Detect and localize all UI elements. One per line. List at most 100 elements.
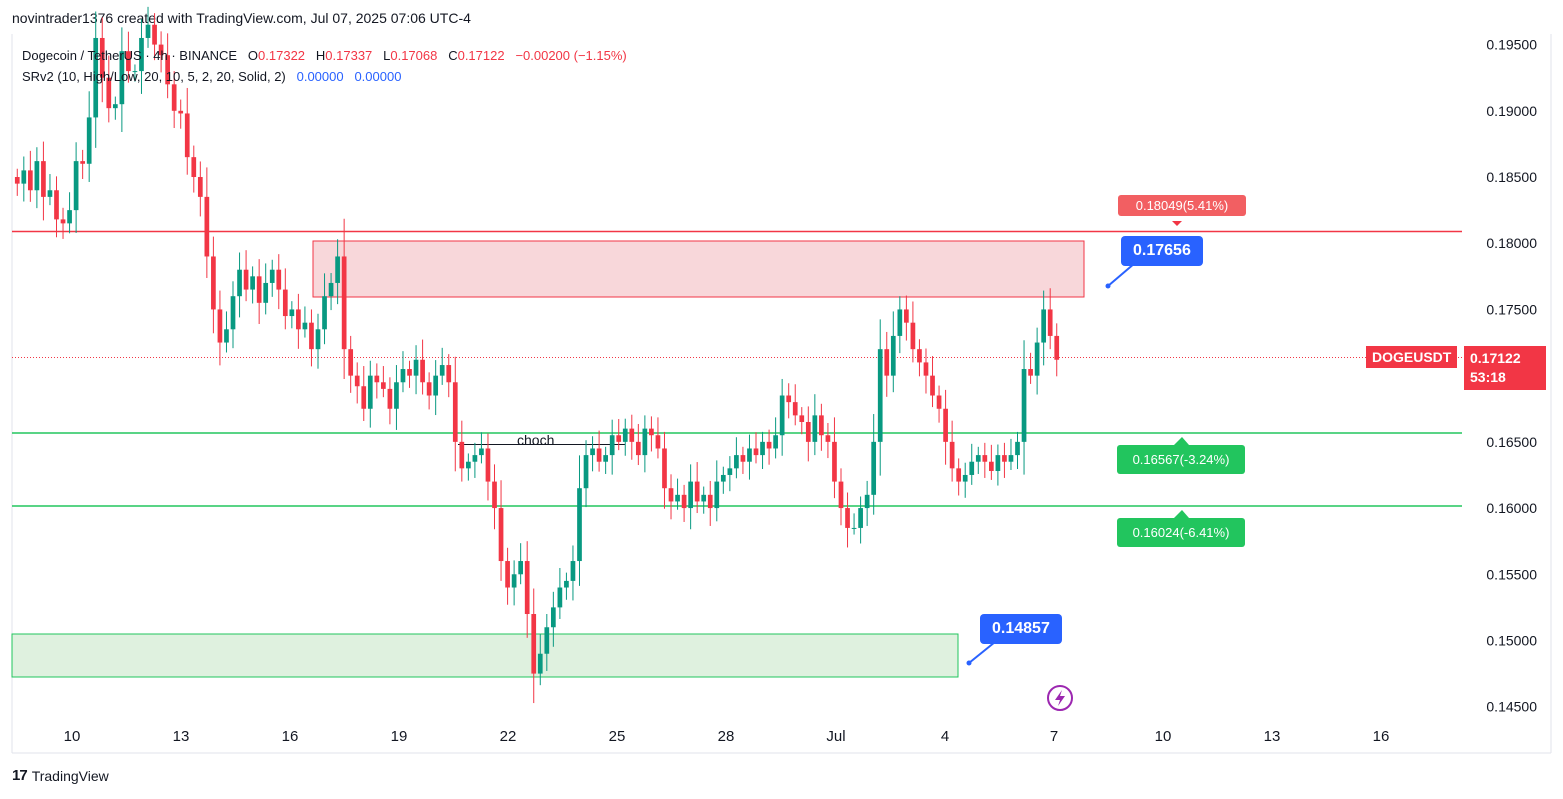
support-1-label: 0.16567(-3.24%) — [1117, 445, 1245, 474]
candle-up — [570, 561, 576, 581]
candle-up — [688, 481, 693, 509]
candle-up — [969, 461, 975, 475]
candle-up — [642, 428, 648, 456]
price-tick-label: 0.19500 — [1486, 37, 1537, 53]
candle-up — [413, 359, 419, 376]
candle-up — [335, 256, 340, 283]
legend-close: 0.17122 — [457, 48, 505, 63]
candle-down — [655, 435, 661, 449]
time-tick-label: 22 — [500, 728, 517, 745]
candle-up — [230, 296, 236, 330]
legend-high: 0.17337 — [325, 48, 373, 63]
candle-up — [47, 190, 53, 197]
price-tick-label: 0.15000 — [1486, 632, 1537, 648]
time-tick-label: 16 — [282, 728, 299, 745]
callout-top[interactable]: 0.17656 — [1121, 236, 1203, 266]
candle-up — [622, 428, 628, 442]
candle-down — [54, 190, 59, 220]
candle-up — [132, 71, 138, 73]
candle-down — [354, 375, 360, 387]
candle-down — [197, 177, 203, 197]
time-tick-label: Jul — [826, 728, 845, 745]
candle-down — [753, 448, 759, 456]
candle-up — [727, 468, 733, 475]
candle-up — [544, 627, 550, 654]
candle-down — [211, 256, 216, 310]
candle-up — [897, 309, 903, 336]
flash-icon[interactable] — [1047, 685, 1073, 711]
candle-down — [158, 44, 164, 56]
candle-down — [531, 614, 537, 674]
candle-down — [99, 37, 105, 78]
candle-down — [171, 84, 177, 111]
candle-down — [256, 276, 262, 303]
candle-down — [498, 508, 504, 562]
candle-down — [204, 196, 210, 257]
time-tick-label: 28 — [718, 728, 735, 745]
candle-up — [472, 455, 478, 462]
candle-up — [21, 170, 27, 184]
indicator-name[interactable]: SRv2 (10, High/Low, 20, 10, 5, 2, 20, So… — [22, 69, 286, 84]
candle-down — [165, 55, 170, 85]
candle-down — [152, 24, 157, 45]
candle-down — [845, 508, 850, 528]
candle-up — [518, 561, 524, 575]
candle-down — [296, 309, 301, 330]
chart-frame — [11, 34, 1552, 754]
candle-up — [1021, 369, 1027, 442]
time-tick-label: 4 — [941, 728, 949, 745]
candles — [14, 6, 1060, 704]
indicator-value-2: 0.00000 — [354, 69, 402, 84]
candle-down — [309, 322, 314, 350]
legend-symbol[interactable]: Dogecoin / TetherUS · 4h · BINANCE — [22, 48, 238, 63]
candle-up — [675, 494, 680, 502]
candle-down — [381, 382, 386, 389]
candle-down — [505, 561, 510, 588]
candle-down — [1054, 335, 1060, 360]
price-axis[interactable]: 0.145000.150000.155000.160000.165000.170… — [1486, 37, 1537, 715]
candle-up — [145, 24, 151, 38]
candle-down — [910, 322, 916, 350]
candle-down — [276, 269, 282, 290]
footer[interactable]: 17 TradingView — [12, 767, 109, 784]
candle-up — [139, 37, 144, 72]
candle-up — [1008, 455, 1014, 462]
candle-up — [315, 329, 321, 350]
legend-change: −0.00200 (−1.15%) — [515, 48, 627, 63]
candle-up — [328, 282, 334, 297]
candle-down — [126, 51, 131, 72]
candle-down — [943, 408, 948, 442]
candle-down — [884, 349, 890, 376]
candle-up — [394, 382, 399, 409]
time-axis[interactable]: 10 13 16 19 22 25 28 Jul 4 7 10 13 16 — [64, 728, 1390, 745]
candle-down — [766, 441, 772, 449]
candle-down — [459, 441, 465, 469]
price-tick-label: 0.19000 — [1486, 103, 1537, 119]
candle-down — [217, 309, 223, 343]
candle-down — [387, 388, 393, 409]
candle-up — [263, 282, 269, 303]
candle-up — [877, 349, 883, 442]
candle-up — [760, 441, 765, 456]
callout-bottom[interactable]: 0.14857 — [980, 614, 1062, 644]
candle-up — [119, 51, 125, 105]
chart-credit: novintrader1376 created with TradingView… — [12, 10, 471, 26]
candle-down — [786, 395, 792, 403]
candle-up — [720, 474, 726, 482]
candle-down — [191, 157, 197, 178]
candle-down — [819, 415, 824, 436]
candle-down — [1002, 455, 1007, 462]
tradingview-logo-icon: 17 — [12, 767, 28, 784]
candle-up — [609, 435, 615, 456]
candle-up — [583, 455, 589, 489]
candle-up — [1015, 441, 1020, 456]
candle-down — [41, 161, 46, 197]
candle-up — [714, 481, 720, 509]
candle-down — [832, 441, 837, 482]
candle-up — [93, 37, 99, 118]
time-tick-label: 13 — [173, 728, 190, 745]
candle-up — [302, 322, 308, 330]
candle-down — [14, 177, 20, 184]
candle-down — [956, 468, 962, 482]
